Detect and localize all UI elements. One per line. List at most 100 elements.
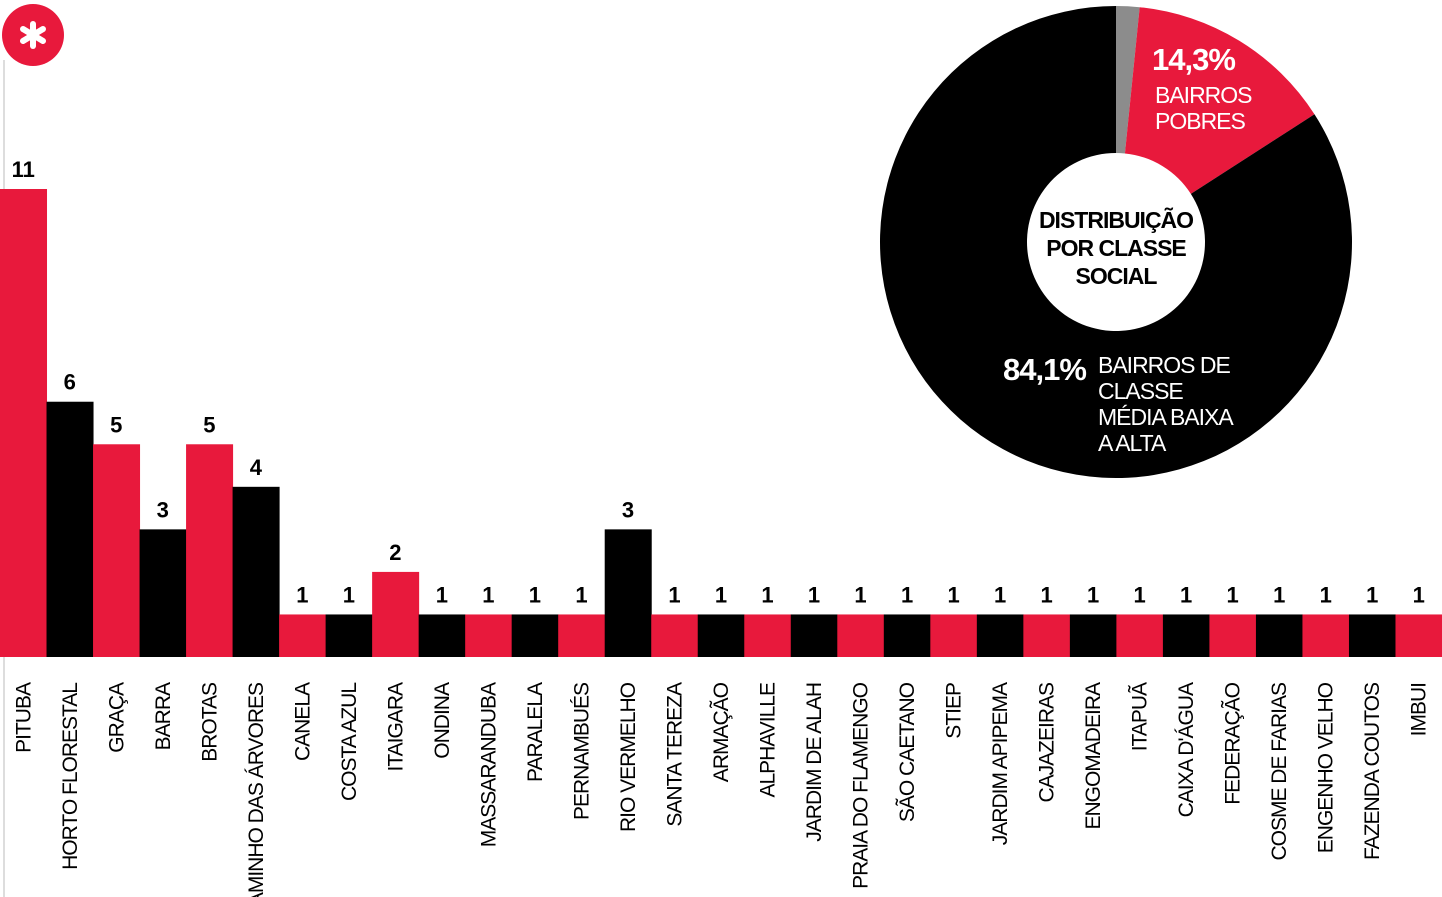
x-tick-label: ITAIGARA [384, 682, 407, 771]
x-tick-label: CANELA [291, 682, 314, 761]
bar [372, 571, 420, 657]
bar [1023, 614, 1071, 657]
value-label: 1 [1227, 582, 1239, 607]
x-tick-label: SÃO CAETANO [895, 682, 919, 822]
value-label: 1 [436, 582, 448, 607]
value-label: 1 [1134, 582, 1146, 607]
bar [232, 486, 280, 657]
x-tick-label: ONDINA [431, 682, 454, 759]
bar [744, 614, 792, 657]
value-label: 3 [622, 497, 634, 522]
bar [790, 614, 838, 657]
value-label: 1 [668, 582, 680, 607]
donut-slice [879, 6, 1352, 479]
bar [604, 529, 652, 657]
donut-title: DISTRIBUIÇÃO POR CLASSE SOCIAL [1038, 207, 1194, 289]
value-label: 1 [761, 582, 773, 607]
value-label: 3 [157, 497, 169, 522]
value-label: 1 [1040, 582, 1052, 607]
value-label: 1 [1087, 582, 1099, 607]
value-label: 1 [1320, 582, 1332, 607]
bar [0, 189, 48, 657]
bar [930, 614, 978, 657]
bar [139, 529, 187, 657]
x-tick-label: PARALELA [524, 682, 547, 782]
bar [1395, 614, 1442, 657]
x-tick-label: ENGENHO VELHO [1315, 682, 1338, 853]
bar [1116, 614, 1164, 657]
slice-value-label: 84,1% [1003, 352, 1087, 387]
value-label: 1 [343, 582, 355, 607]
bar [1255, 614, 1303, 657]
bar [93, 444, 141, 657]
value-label: 1 [808, 582, 820, 607]
x-tick-label: MASSARANDUBA [477, 682, 500, 847]
x-tick-label: CAMINHO DAS ÁRVORES [245, 682, 268, 897]
value-label: 1 [854, 582, 866, 607]
x-tick-label: IMBUI [1408, 683, 1431, 736]
value-label: 1 [529, 582, 541, 607]
bar [511, 614, 559, 657]
x-tick-label: FEDERAÇÃO [1221, 682, 1245, 804]
logo-asterisk [20, 21, 46, 49]
x-tick-label: BROTAS [198, 682, 221, 762]
value-label: 1 [1366, 582, 1378, 607]
value-label: 5 [203, 412, 215, 437]
x-tick-label: ENGOMADEIRA [1082, 682, 1105, 830]
slice-label: BAIRROS POBRES [1155, 82, 1253, 134]
bar [325, 614, 373, 657]
slice-label: BAIRROS DE CLASSE MÉDIA BAIXA A ALTA [1098, 352, 1232, 456]
x-tick-label: GRAÇA [105, 682, 128, 753]
value-label: 1 [947, 582, 959, 607]
x-tick-label: SANTA TEREZA [663, 682, 686, 827]
slice-value-label: 14,3% [1152, 42, 1236, 77]
x-tick-label: ALPHAVILLE [757, 682, 780, 798]
value-label: 1 [901, 582, 913, 607]
bar [1348, 614, 1396, 657]
value-label: 6 [64, 370, 76, 395]
x-tick-label: PRAIA DO FLAMENGO [850, 682, 873, 889]
value-label: 1 [296, 582, 308, 607]
x-tick-label: FAZENDA COUTOS [1361, 682, 1384, 860]
value-label: 1 [715, 582, 727, 607]
bar [279, 614, 327, 657]
x-tick-label: STIEP [943, 683, 966, 739]
bar [558, 614, 606, 657]
value-label: 11 [12, 157, 35, 182]
value-label: 1 [1413, 582, 1425, 607]
bar [1162, 614, 1210, 657]
value-label: 1 [575, 582, 587, 607]
bar [46, 401, 94, 657]
x-tick-label: RIO VERMELHO [617, 682, 640, 832]
bar [1302, 614, 1350, 657]
bar [465, 614, 513, 657]
x-tick-label: HORTO FLORESTAL [59, 683, 82, 870]
bar [651, 614, 699, 657]
x-tick-label: CAIXA D'ÁGUA [1175, 682, 1198, 817]
bar [976, 614, 1024, 657]
bar [697, 614, 745, 657]
value-label: 1 [1273, 582, 1285, 607]
x-tick-label: COSTA AZUL [338, 683, 361, 801]
bar [1069, 614, 1117, 657]
value-label: 2 [389, 540, 401, 565]
value-label: 4 [250, 455, 263, 480]
x-tick-label: CAJAZEIRAS [1036, 682, 1059, 803]
value-label: 5 [110, 412, 122, 437]
donut-slice [1116, 6, 1140, 154]
x-tick-label: PITUBA [12, 682, 35, 753]
value-label: 1 [482, 582, 494, 607]
x-tick-label: ITAPUÃ [1128, 682, 1152, 751]
bar [1209, 614, 1257, 657]
x-tick-label: PERNAMBUÉS [570, 682, 593, 820]
x-tick-label: JARDIM DE ALAH [803, 683, 826, 842]
bar [186, 444, 234, 657]
value-label: 1 [1180, 582, 1192, 607]
bar [883, 614, 931, 657]
value-label: 1 [994, 582, 1006, 607]
bar [837, 614, 885, 657]
bar [418, 614, 466, 657]
x-tick-label: COSME DE FARIAS [1268, 682, 1291, 861]
x-tick-label: BARRA [152, 682, 175, 750]
